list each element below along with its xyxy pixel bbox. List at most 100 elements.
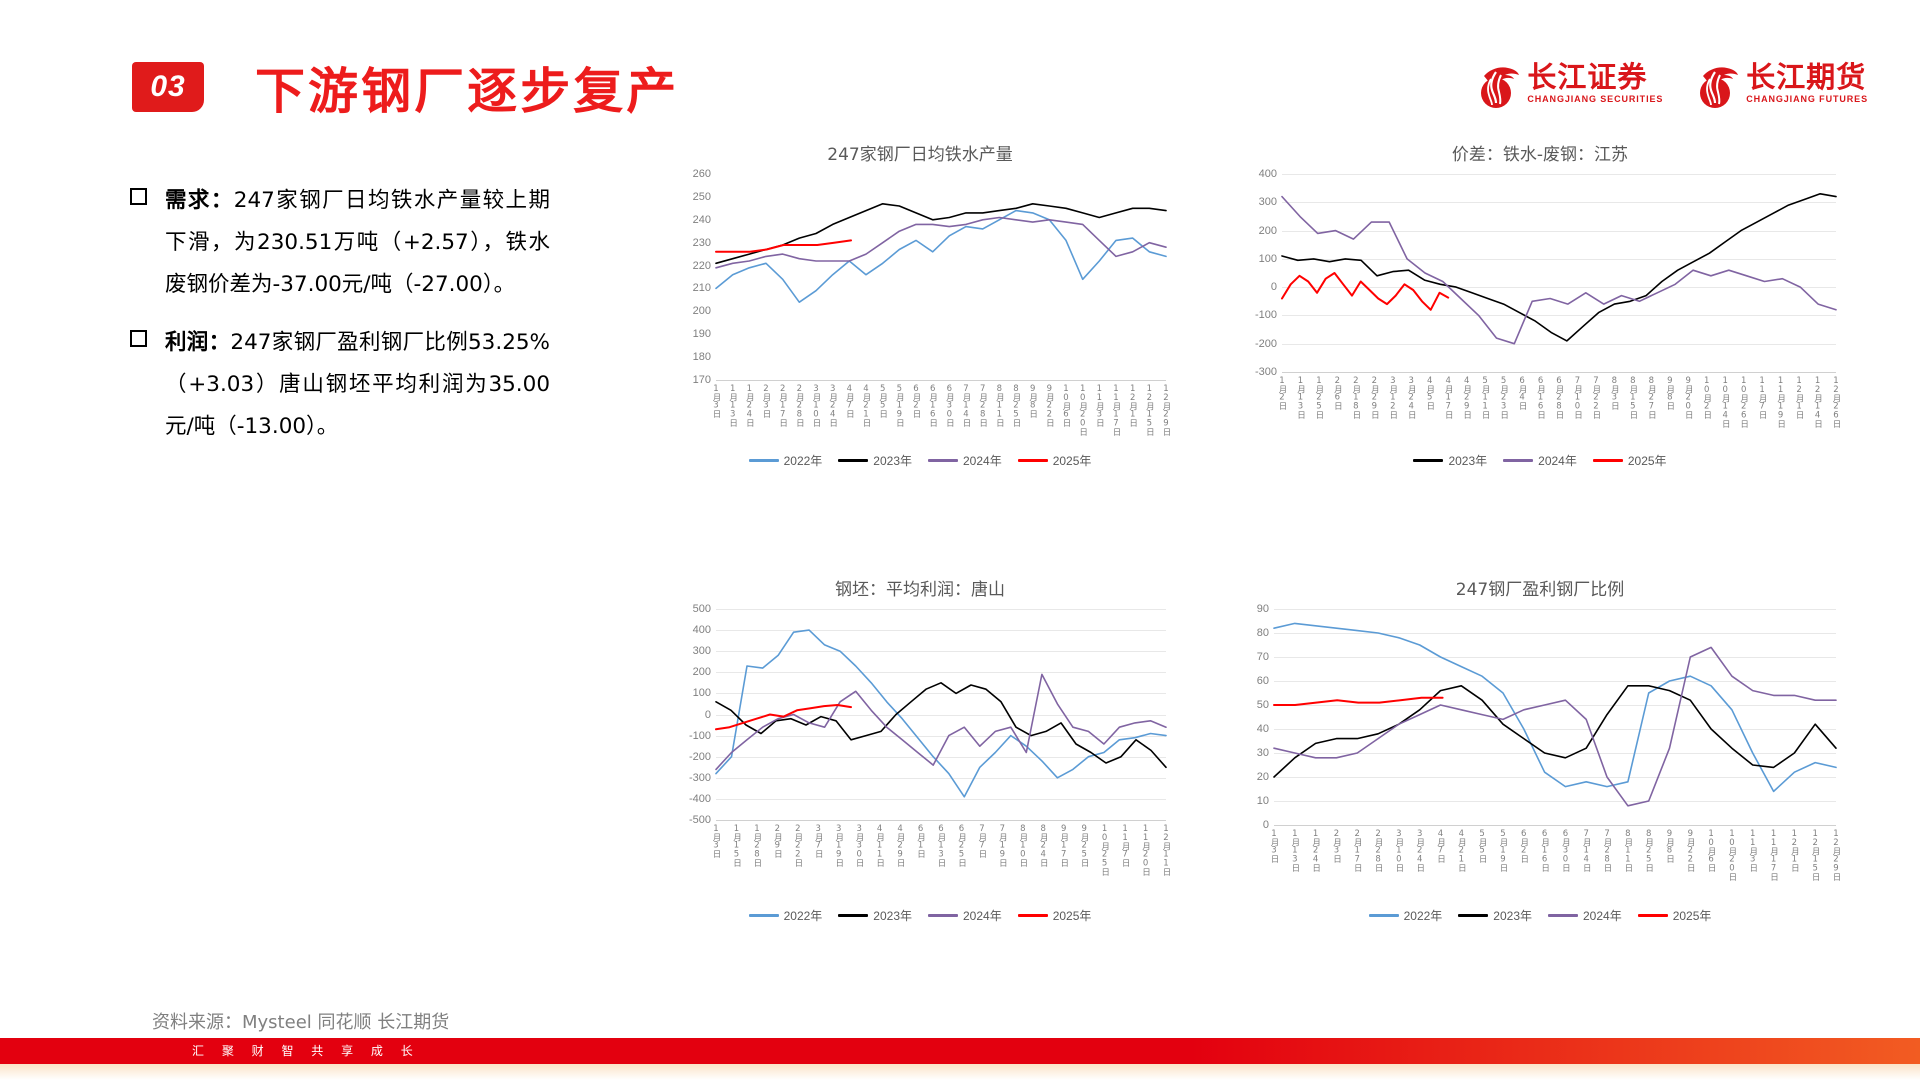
- x-axis-tick-label: 9月8日: [1664, 376, 1675, 409]
- legend-item[interactable]: 2022年: [748, 907, 822, 924]
- y-axis-tick-label: 180: [692, 351, 711, 364]
- legend-item[interactable]: 2022年: [1368, 907, 1443, 924]
- gridline: [716, 693, 1166, 695]
- legend-label: 2024年: [1538, 454, 1577, 468]
- series-line: [1273, 685, 1837, 778]
- gridline: [716, 630, 1166, 632]
- series-line: [715, 202, 1167, 265]
- gridline: [716, 714, 1166, 716]
- y-axis-tick-label: 230: [692, 236, 711, 249]
- y-axis-tick-label: 60: [1256, 675, 1269, 687]
- x-axis-tick-label: 1月15日: [731, 824, 742, 866]
- chart-legend: 2023年 2024年 2025年: [1230, 452, 1850, 469]
- legend-item[interactable]: 2023年: [838, 907, 912, 924]
- legend-item[interactable]: 2023年: [838, 452, 912, 469]
- gridline: [1282, 258, 1836, 260]
- chart-title: 247家钢厂日均铁水产量: [827, 145, 1013, 165]
- x-axis-tick-label: 5月5日: [877, 384, 888, 417]
- legend-item[interactable]: 2024年: [928, 907, 1002, 924]
- x-axis-tick-label: 1月24日: [1310, 829, 1321, 871]
- x-axis-tick-label: 12月1日: [1794, 376, 1805, 418]
- series-layer: [1281, 192, 1837, 345]
- x-axis-tick-label: 6月1日: [915, 824, 926, 857]
- legend-label: 2024年: [963, 909, 1002, 923]
- chart-legend: 2022年 2023年 2024年 2025年: [660, 907, 1180, 924]
- legend-swatch-icon: [1592, 459, 1623, 462]
- bullet-body: 247家钢厂盈利钢厂比例53.25%（+3.03）唐山钢坯平均利润为35.00元…: [165, 330, 550, 439]
- x-axis-tick-label: 7月22日: [1590, 376, 1601, 418]
- x-axis-tick-label: 12月15日: [1144, 384, 1155, 435]
- x-axis-tick-label: 8月25日: [1643, 829, 1654, 871]
- legend-item[interactable]: 2023年: [1413, 452, 1487, 469]
- y-axis-tick-label: -200: [688, 750, 711, 763]
- square-bullet-icon: [130, 330, 147, 347]
- legend-label: 2025年: [1052, 909, 1092, 923]
- dragon-vase-icon: [1474, 56, 1520, 110]
- legend-swatch-icon: [748, 459, 779, 462]
- chart-iron-output: 247家钢厂日均铁水产量 170 180 190 200 210 220 230 240 250 2…: [660, 140, 1180, 470]
- x-axis-tick-label: 6月30日: [944, 384, 955, 426]
- x-axis-tick-label: 4月29日: [1461, 376, 1472, 418]
- x-axis-tick-label: 10月2日: [1701, 376, 1712, 418]
- legend-item[interactable]: 2025年: [1017, 452, 1092, 469]
- legend-item[interactable]: 2022年: [748, 452, 822, 469]
- legend-item[interactable]: 2023年: [1458, 907, 1532, 924]
- y-axis-tick-label: 90: [1256, 603, 1269, 615]
- x-axis-tick-label: 3月10日: [811, 384, 821, 426]
- plot-area: 170 180 190 200 210 220 230 240 250 260 1月3日 1月13日 1…: [693, 168, 1171, 435]
- legend-label: 2023年: [1493, 909, 1532, 923]
- logo-changjiang-securities: 长江证券 CHANGJIANG SECURITIES: [1474, 56, 1663, 110]
- legend-label: 2024年: [963, 454, 1002, 468]
- legend-swatch-icon: [1017, 459, 1048, 462]
- gridline: [1282, 315, 1836, 317]
- x-axis-tick-label: 1月25日: [1313, 376, 1324, 418]
- x-axis-tick-label: 7月7日: [976, 824, 987, 857]
- gridline: [716, 609, 1166, 610]
- gridline: [1274, 633, 1836, 634]
- x-axis-tick-label: 10月6日: [1061, 384, 1071, 426]
- legend-item[interactable]: 2025年: [1592, 452, 1667, 469]
- legend-item[interactable]: 2025年: [1637, 907, 1711, 924]
- x-axis-tick-label: 10月20日: [1726, 829, 1737, 880]
- series-line: [1273, 696, 1444, 706]
- x-axis-tick-label: 4月29日: [895, 824, 906, 866]
- legend-item[interactable]: 2024年: [928, 452, 1002, 469]
- gridline: [1274, 777, 1836, 778]
- summary-bullets: 需求：247家钢厂日均铁水产量较上期下滑，为230.51万吨（+2.57），铁水…: [130, 180, 550, 464]
- y-axis-tick-label: 40: [1256, 723, 1269, 735]
- x-axis-tick-label: 11月7日: [1120, 824, 1131, 866]
- legend-swatch-icon: [928, 914, 958, 917]
- y-axis-tick-label: 0: [1270, 281, 1277, 294]
- y-axis-tick-label: 260: [692, 168, 711, 180]
- legend-label: 2022年: [1403, 909, 1443, 923]
- legend-item[interactable]: 2025年: [1017, 907, 1092, 924]
- y-axis-tick-label: 220: [692, 259, 711, 272]
- x-axis-tick-label: 6月16日: [1539, 829, 1550, 871]
- gridline: [716, 651, 1166, 653]
- x-axis-tick-label: 5月5日: [1477, 829, 1488, 862]
- x-axis-tick-label: 12月26日: [1831, 376, 1841, 427]
- x-axis-tick-label: 3月19日: [833, 824, 844, 866]
- x-axis-tick-label: 12月1日: [1127, 384, 1138, 426]
- y-axis-tick-label: 100: [1258, 252, 1277, 265]
- bullet-body: 247家钢厂日均铁水产量较上期下滑，为230.51万吨（+2.57），铁水废钢价…: [165, 188, 550, 297]
- gridline: [716, 820, 1166, 821]
- series-line: [1273, 622, 1837, 793]
- x-axis-tick-label: 6月2日: [911, 384, 921, 417]
- y-axis-tick-label: 80: [1256, 627, 1269, 639]
- x-axis-tick-label: 6月4日: [1517, 376, 1528, 409]
- x-axis-tick-label: 4月5日: [1424, 376, 1435, 409]
- x-axis-tick-label: 4月7日: [844, 384, 855, 417]
- y-axis-tick-label: -100: [1254, 309, 1277, 322]
- y-axis-tick-label: 300: [692, 645, 711, 658]
- legend-label: 2025年: [1052, 454, 1092, 468]
- bullet-label: 利润：: [165, 330, 231, 355]
- x-axis-tick-label: 8月10日: [1017, 824, 1028, 866]
- legend-item[interactable]: 2024年: [1548, 907, 1622, 924]
- legend-swatch-icon: [1368, 914, 1399, 917]
- x-axis-tick-label: 5月11日: [1480, 376, 1491, 418]
- legend-item[interactable]: 2024年: [1503, 452, 1577, 469]
- x-axis-tick-label: 4月21日: [861, 384, 871, 426]
- y-axis-tick-label: 170: [692, 374, 711, 386]
